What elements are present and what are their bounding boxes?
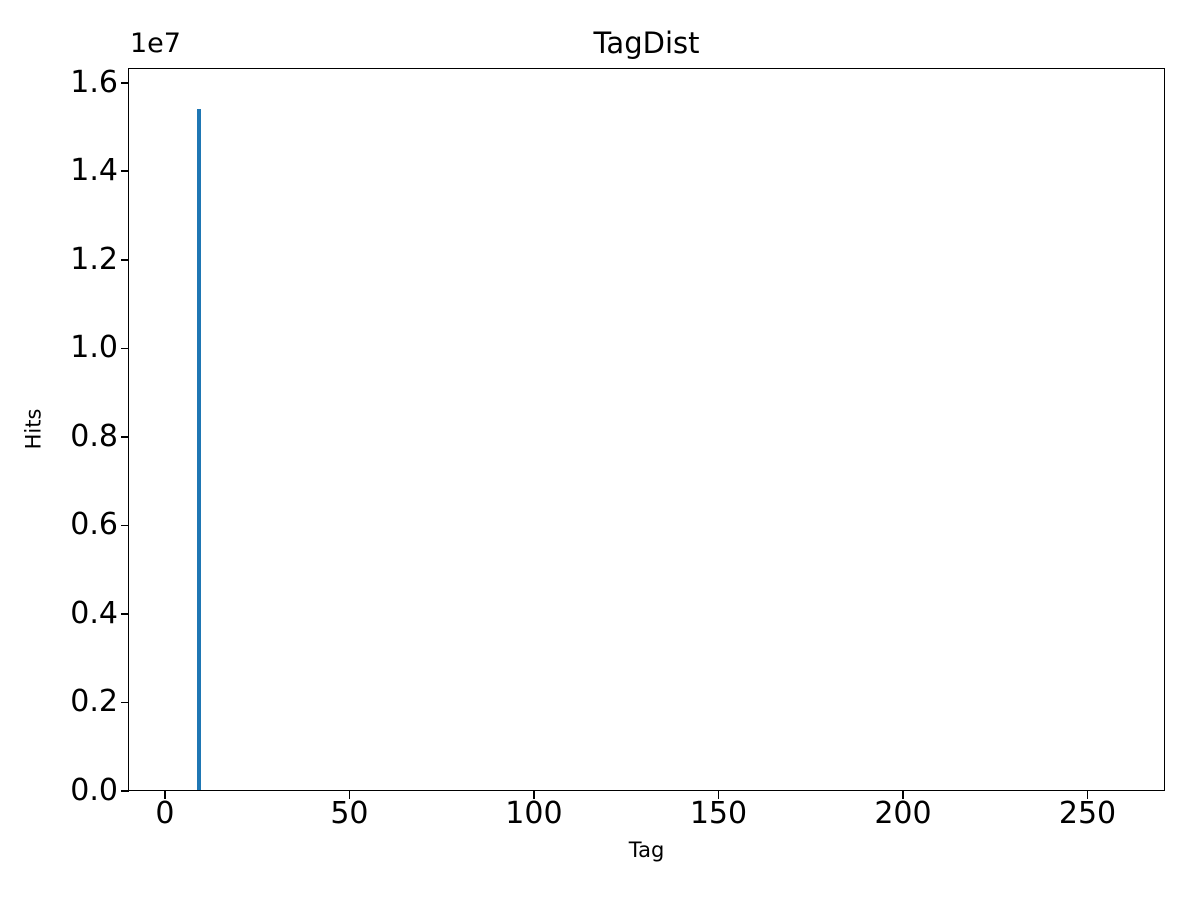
y-tick-mark xyxy=(121,170,129,173)
y-tick-mark xyxy=(121,81,129,84)
x-tick-label: 150 xyxy=(689,796,748,831)
y-tick-mark xyxy=(121,524,129,527)
y-tick-label: 0.4 xyxy=(70,595,118,631)
y-tick-label: 0.2 xyxy=(70,684,118,720)
y-tick-label: 1.2 xyxy=(70,241,118,277)
y-tick-mark xyxy=(121,259,129,261)
y-tick-label: 1.6 xyxy=(70,64,118,100)
y-tick-label: 1.0 xyxy=(70,330,118,366)
plot-canvas xyxy=(129,69,1164,790)
bar-mark xyxy=(197,109,201,790)
y-tick-label: 1.4 xyxy=(70,153,118,189)
x-tick-mark xyxy=(902,791,904,799)
x-tick-mark xyxy=(1086,791,1089,799)
y-tick-mark xyxy=(121,436,129,438)
y-tick-mark xyxy=(121,701,129,704)
x-tick-label: 0 xyxy=(155,796,175,831)
x-tick-label: 250 xyxy=(1058,796,1117,831)
x-tick-mark xyxy=(717,791,720,799)
page-title: TagDist xyxy=(593,26,700,60)
x-tick-mark xyxy=(164,791,166,799)
plot-axes xyxy=(128,68,1165,791)
y-tick-mark xyxy=(121,613,129,615)
x-tick-label: 100 xyxy=(505,796,563,831)
x-tick-mark xyxy=(348,791,351,799)
x-tick-label: 200 xyxy=(874,796,932,831)
y-tick-mark xyxy=(121,347,129,350)
y-axis-offset-text: 1e7 xyxy=(130,28,181,59)
y-axis-label: Hits xyxy=(21,408,46,450)
y-tick-label: 0.6 xyxy=(70,507,118,543)
y-tick-label: 0.8 xyxy=(70,418,118,454)
x-axis-label: Tag xyxy=(628,838,665,862)
y-tick-label: 0.0 xyxy=(70,773,118,808)
x-tick-label: 50 xyxy=(330,796,369,831)
y-tick-mark xyxy=(121,790,129,792)
x-tick-mark xyxy=(533,791,535,799)
